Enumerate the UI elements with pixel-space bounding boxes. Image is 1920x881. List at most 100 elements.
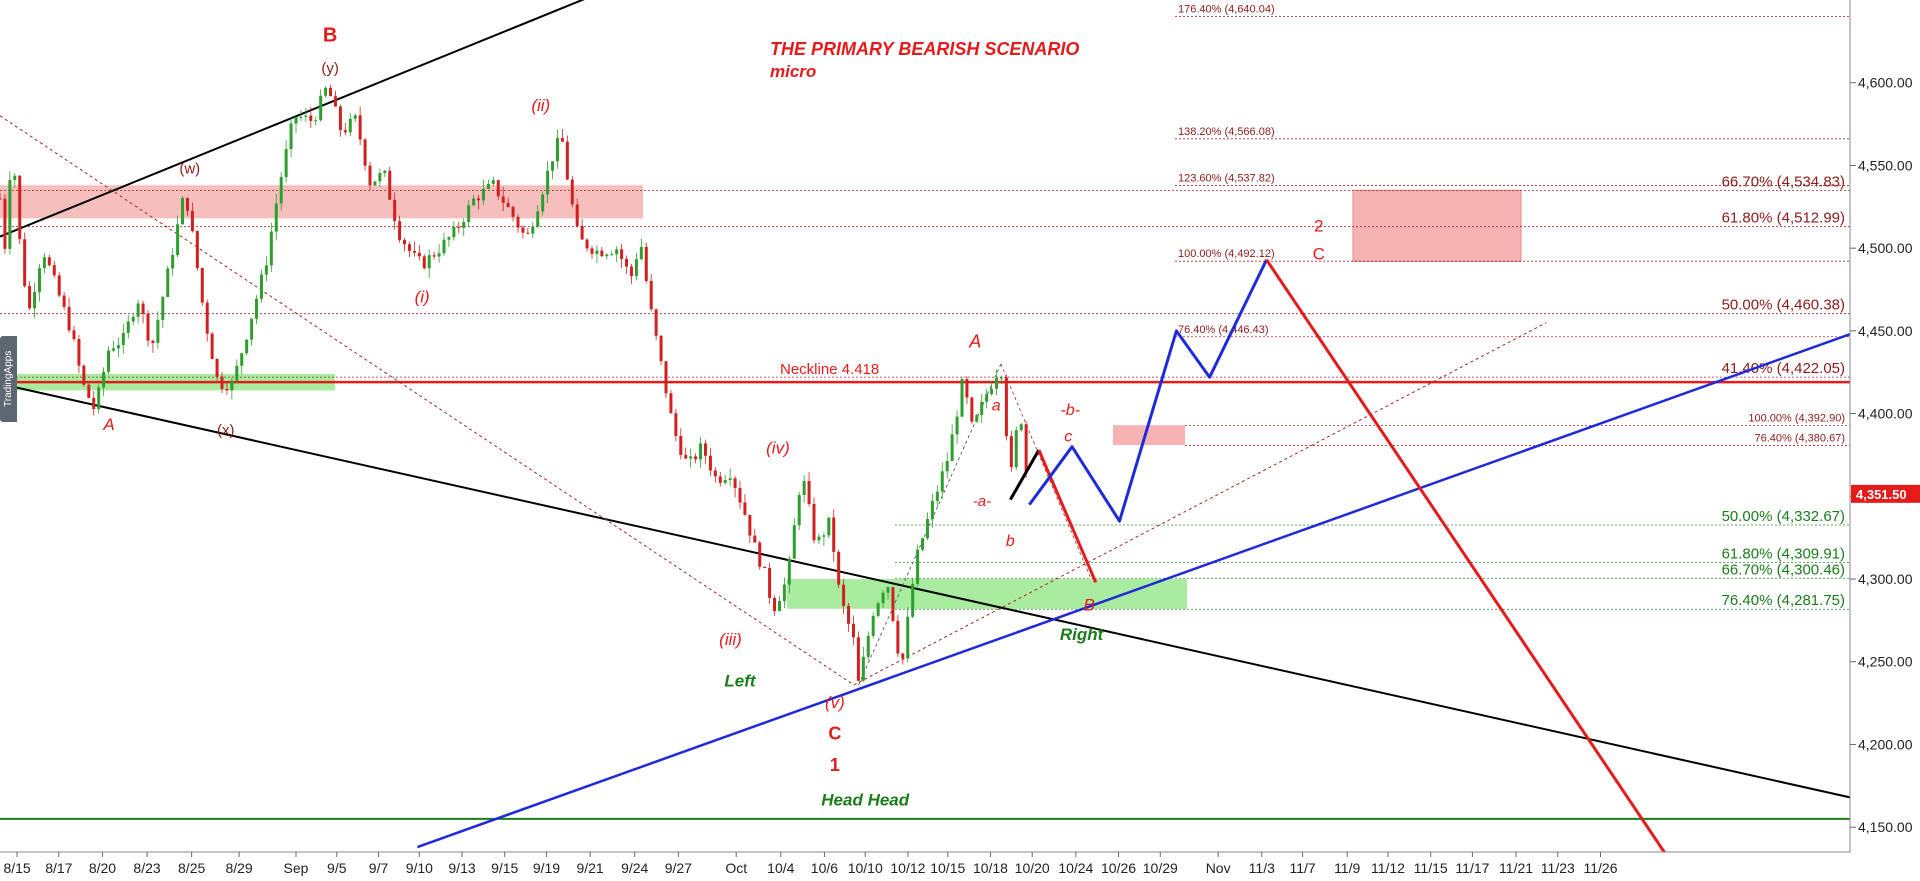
candle-body [881, 592, 885, 604]
x-tick-label: 8/29 [225, 860, 252, 876]
candle-body [28, 286, 32, 309]
wave-label: (x) [217, 422, 235, 439]
candle-body [3, 198, 7, 249]
candle-body [195, 231, 199, 269]
fib-level-label: 138.20% (4,566.08) [1178, 126, 1275, 138]
fib-level-label: 76.40% (4,446.43) [1178, 324, 1269, 336]
candle-body [447, 237, 451, 240]
candle-body [960, 379, 964, 417]
candle-body [728, 478, 732, 481]
candle-body [955, 416, 959, 435]
candle-body [245, 339, 249, 354]
candle-body [802, 480, 806, 496]
candle-body [995, 377, 999, 389]
candle-body [733, 478, 737, 489]
candle-body [289, 123, 293, 150]
wave-label: C [1313, 245, 1325, 264]
y-tick-label: 4,250.00 [1858, 654, 1913, 670]
candle-body [185, 197, 189, 211]
candle-body [107, 350, 111, 372]
candle-body [842, 584, 846, 606]
candle-body [422, 256, 426, 269]
wave-label: -b- [1060, 402, 1080, 419]
x-tick-label: 10/24 [1058, 860, 1093, 876]
candle-body [37, 268, 41, 293]
x-tick-label: 9/15 [491, 860, 518, 876]
candle-body [235, 365, 239, 381]
candle-body [906, 616, 910, 659]
candle-body [279, 176, 283, 204]
candle-body [358, 115, 362, 140]
x-tick-label: 8/25 [178, 860, 205, 876]
candle-body [605, 254, 609, 257]
projection-red-decline [1265, 258, 1671, 862]
candle-body [654, 309, 658, 336]
x-tick-label: 11/12 [1371, 860, 1405, 876]
candle-body [407, 244, 411, 251]
candle-body [615, 249, 619, 255]
last-price-badge [1851, 484, 1920, 503]
candle-body [851, 623, 855, 638]
candle-body [481, 188, 485, 201]
candle-body [940, 471, 944, 492]
candle-body [437, 253, 441, 257]
candle-body [669, 393, 673, 414]
candle-body [496, 180, 500, 197]
candle-body [205, 302, 209, 334]
candle-body [625, 259, 629, 267]
fib-level-label: 100.00% (4,392.90) [1748, 412, 1845, 424]
wave-label: b [1006, 533, 1015, 550]
candle-body [511, 207, 515, 217]
x-tick-label: Oct [725, 860, 747, 876]
candle-body [0, 198, 2, 200]
candle-body [837, 551, 841, 585]
candle-body [378, 173, 382, 182]
candle-body [166, 268, 170, 297]
x-tick-label: 8/17 [45, 860, 72, 876]
c-wave-target-zone [1352, 189, 1522, 262]
x-tick-label: 11/15 [1414, 860, 1448, 876]
candle-body [738, 488, 742, 503]
candle-body [304, 115, 308, 117]
y-tick-label: 4,450.00 [1858, 323, 1913, 339]
x-tick-label: 9/10 [406, 860, 433, 876]
candle-body [338, 106, 342, 131]
candle-body [531, 226, 535, 234]
candle-body [501, 196, 505, 203]
candle-body [980, 401, 984, 416]
candle-body [146, 313, 150, 341]
candle-body [674, 413, 678, 436]
chart-subtitle: micro [770, 62, 816, 81]
candle-body [516, 216, 520, 228]
x-tick-label: 10/6 [811, 860, 838, 876]
candle-body [131, 316, 135, 322]
candle-body [343, 130, 347, 133]
candle-body [723, 480, 727, 483]
candle-body [718, 476, 722, 483]
x-tick-label: 11/23 [1541, 860, 1575, 876]
candle-body [748, 514, 752, 536]
candle-body [847, 605, 851, 624]
candle-body [945, 460, 949, 472]
candle-body [659, 335, 663, 362]
candle-body [373, 181, 377, 186]
candle-body [565, 141, 569, 180]
wave-label: (iv) [766, 438, 790, 457]
candle-body [210, 333, 214, 359]
candle-body [797, 495, 801, 526]
candle-body [299, 116, 303, 118]
candle-body [861, 656, 865, 681]
x-tick-label: 9/24 [621, 860, 648, 876]
sidebar-tab[interactable]: TradingApps [0, 336, 17, 422]
candle-body [827, 517, 831, 536]
x-tick-label: 10/18 [973, 860, 1008, 876]
candle-body [452, 227, 456, 238]
pattern-label: Head Head [821, 791, 909, 810]
candle-body [97, 387, 101, 410]
candle-body [600, 250, 604, 257]
wave-label: 1 [830, 755, 840, 775]
candle-body [871, 615, 875, 636]
candle-body [294, 117, 298, 124]
wave-label: (v) [825, 693, 845, 712]
